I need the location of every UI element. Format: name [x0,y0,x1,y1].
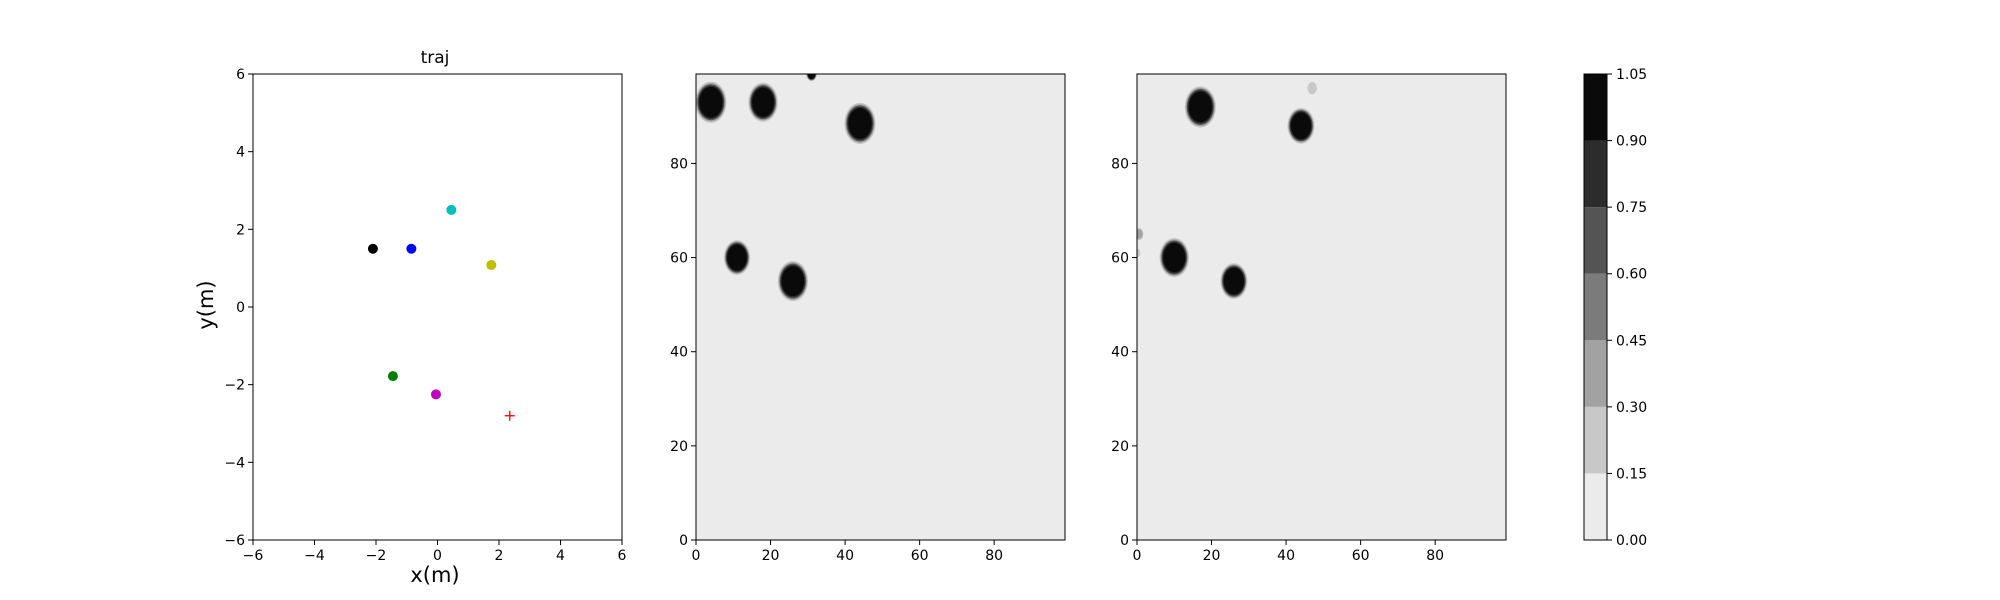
traj-ytick-label: 0 [236,300,245,316]
map2-ytick-label: 20 [1111,439,1129,455]
map2-background [1137,74,1506,540]
map1-ytick-label: 60 [670,251,688,267]
map1-xtick-label: 20 [762,548,780,564]
colorbar-tick-label: 0.45 [1616,333,1647,349]
obstacle-blob-level [781,266,805,297]
colorbar-segment [1584,207,1607,274]
obstacle-blob-level [1290,112,1312,140]
map1-ytick-label: 20 [670,439,688,455]
map2-frame [1136,73,1507,541]
colorbar-tick-label: 1.05 [1616,67,1647,83]
map-panel-2: 0 20 40 60 80 0 20 40 60 80 [1111,73,1507,564]
map1-xtick-label: 0 [692,548,701,564]
colorbar-tick-label: 0.30 [1616,400,1647,416]
colorbar: 0.00 0.15 0.30 0.45 0.60 0.75 0.90 1.05 [1583,67,1647,549]
traj-xtick-label: 6 [618,548,627,564]
obstacle-blob [806,74,817,82]
traj-xtick-label: −4 [304,548,325,564]
obstacle-blob [1220,263,1248,300]
colorbar-segment [1584,340,1607,407]
traj-ytick-label: 2 [236,222,245,238]
map2-xtick-label: 20 [1203,548,1221,564]
obstacle-blob [748,82,778,122]
map1-ytick-label: 0 [679,533,688,549]
colorbar-segment [1584,406,1607,474]
map2-blob-layer [1137,81,1318,300]
traj-plot-area [253,74,622,540]
obstacle-blob-level [727,244,747,271]
map1-blob-layer [696,74,876,302]
map2-ytick-label: 40 [1111,345,1129,361]
map1-xtick-label: 80 [985,548,1003,564]
map2-ytick-label: 80 [1111,156,1129,172]
obstacle-blob-level [807,74,816,80]
traj-xtick-label: −2 [366,548,387,564]
obstacle-blob [777,260,809,302]
colorbar-tick-label: 0.60 [1616,267,1647,283]
colorbar-segment [1584,140,1607,208]
obstacle-blob [844,102,876,145]
colorbar-segment [1584,273,1607,341]
obstacle-blob [1287,107,1315,144]
obstacle-blob [696,81,727,123]
colorbar-tick-label: 0.75 [1616,200,1647,216]
traj-xtick-label: 2 [495,548,504,564]
obstacle-blob [1137,247,1142,259]
obstacle-blob [1306,81,1318,96]
traj-ytick-label: −2 [224,378,245,394]
colorbar-tick-label: 0.90 [1616,134,1647,150]
traj-ytick-label: 6 [236,67,245,83]
map1-xtick-label: 40 [836,548,854,564]
traj-ytick-label: 4 [236,145,245,161]
traj-ytick-label: −4 [224,455,245,471]
obstacle-blob-level [699,86,723,118]
obstacle-blob-level [1308,82,1317,94]
trajectory-panel: traj x(m) y(m) −6 −4 −2 0 2 4 6 −6 −4 −2 0 2 4 6 [194,48,627,587]
obstacle-blob-level [848,108,872,139]
colorbar-segment [1584,473,1607,540]
map2-ytick-label: 60 [1111,251,1129,267]
map2-xtick-label: 0 [1133,548,1142,564]
map2-xtick-label: 80 [1426,548,1444,564]
map2-ytick-label: 0 [1120,533,1129,549]
colorbar-segment [1584,74,1607,141]
colorbar-tick-label: 0.15 [1616,466,1647,482]
obstacle-blob [1159,238,1190,278]
map1-background [696,74,1065,540]
agent-point [486,260,497,271]
obstacle-blob [723,240,751,275]
goal-marker [504,410,515,421]
map1-xtick-label: 60 [911,548,929,564]
obstacle-blob-level [1137,248,1141,257]
obstacle-blob [1137,227,1144,241]
obstacle-blob-level [1223,267,1244,295]
agent-point [406,243,417,254]
obstacle-blob-level [1163,242,1186,273]
obstacle-blob-level [752,87,775,117]
traj-xtick-label: 4 [556,548,565,564]
traj-title: traj [421,48,450,68]
traj-y-axis-label: y(m) [194,280,218,329]
colorbar-frame [1583,73,1608,541]
colorbar-tick-label: 0.00 [1616,533,1647,549]
obstacle-blob [1184,86,1216,128]
map2-xtick-label: 60 [1352,548,1370,564]
traj-xtick-label: −6 [243,548,264,564]
obstacle-blob-level [1188,91,1212,123]
traj-xtick-label: 0 [433,548,442,564]
map1-frame [695,73,1066,541]
traj-ytick-label: −6 [224,533,245,549]
agent-point [387,371,398,382]
map1-ytick-label: 80 [670,156,688,172]
traj-x-axis-label: x(m) [410,563,459,587]
agent-point [430,389,441,400]
agent-point [367,243,378,254]
map2-xtick-label: 40 [1277,548,1295,564]
agent-point [446,204,457,215]
obstacle-blob-level [1137,229,1143,239]
map1-ytick-label: 40 [670,345,688,361]
map-panel-1: 0 20 40 60 80 0 20 40 60 80 [670,73,1066,564]
traj-frame [252,73,623,541]
